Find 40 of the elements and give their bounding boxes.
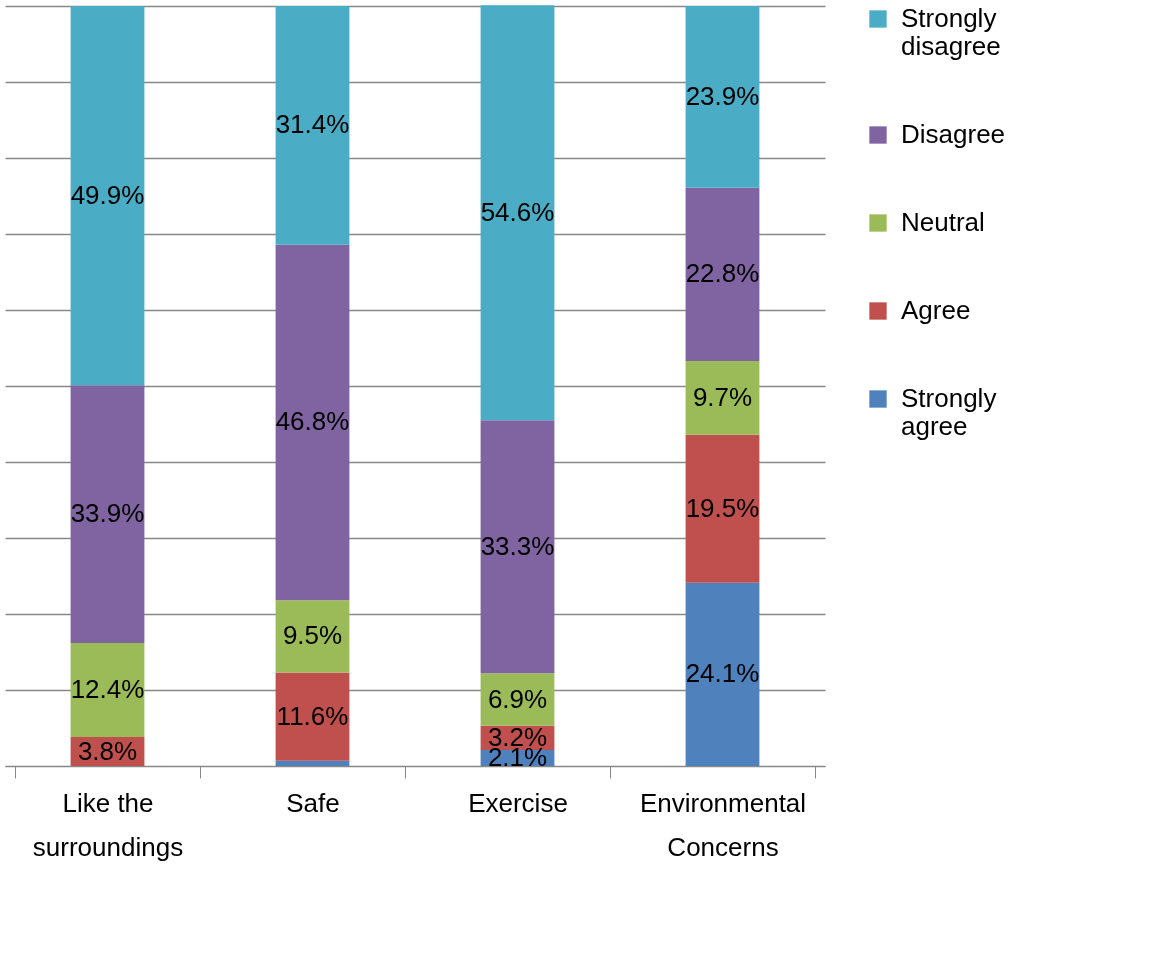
data-label: 33.3% (480, 530, 555, 561)
data-label: 23.9% (685, 80, 760, 111)
bar (275, 6, 350, 245)
data-label: 22.8% (685, 258, 760, 289)
x-tick-label: Environmental Concerns (639, 787, 807, 862)
data-label: 11.6% (276, 700, 349, 731)
bar (275, 672, 350, 761)
data-label: 24.1% (685, 658, 760, 689)
legend-label: Strongly disagree (901, 3, 1001, 61)
x-tick-label: Safe (286, 787, 340, 818)
bar (685, 582, 760, 766)
data-label: 9.5% (282, 620, 343, 651)
bar (70, 6, 145, 386)
bar (480, 420, 555, 674)
bar (275, 760, 350, 766)
x-tick-label: Like the surroundings (32, 787, 184, 862)
data-label: 54.6% (480, 196, 555, 227)
bar (685, 6, 760, 188)
bar (70, 385, 145, 643)
bar (685, 187, 760, 361)
data-label: 46.8% (275, 406, 350, 437)
bar (480, 5, 555, 421)
data-label: 9.7% (692, 381, 753, 412)
data-label: 12.4% (70, 674, 145, 704)
data-label: 6.9% (487, 683, 548, 714)
data-label: 49.9% (70, 179, 145, 210)
bar (685, 434, 760, 583)
bar (685, 360, 760, 435)
data-label: 33.9% (70, 498, 145, 529)
x-tick-label: Exercise (468, 787, 568, 818)
bar (70, 642, 145, 738)
bar (275, 244, 350, 601)
legend-label: Neutral (901, 207, 985, 237)
legend-label: Disagree (901, 119, 1006, 149)
legend-label: Agree (901, 295, 971, 325)
data-label: 3.8% (77, 735, 138, 766)
data-label: 31.4% (275, 109, 350, 140)
legend-label: Strongly agree (901, 383, 997, 441)
data-label: 19.5% (685, 492, 760, 523)
bar (275, 600, 350, 673)
